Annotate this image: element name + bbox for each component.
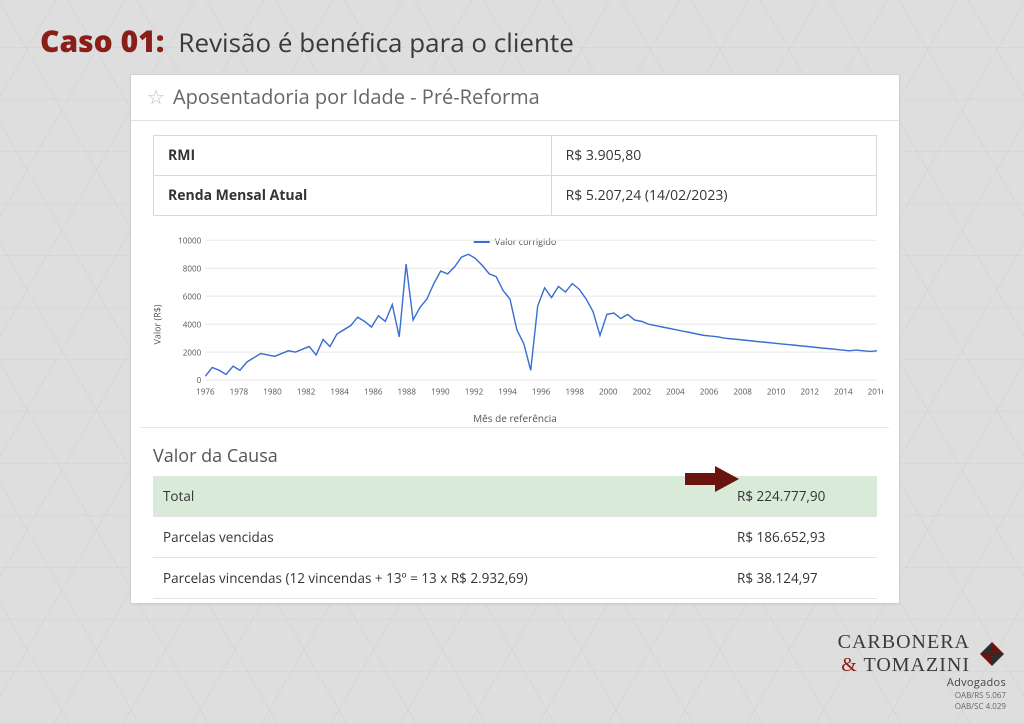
brand-line1a: CARBONERA [838,631,970,653]
svg-text:1978: 1978 [230,387,249,398]
chart-plot-area: 0 2000 4000 6000 8000 10000 1976 1978 1980 1982 19… [175,234,883,401]
slide: Caso 01: Revisão é benéfica para o clien… [0,0,1024,724]
valor-causa-table: TotalR$ 224.777,90Parcelas vencidasR$ 18… [153,476,877,599]
case-number-label: Caso 01: [40,20,164,61]
summary-row-value: R$ 3.905,80 [551,136,876,176]
summary-row-label: RMI [154,136,552,176]
summary-row: Renda Mensal AtualR$ 5.207,24 (14/02/202… [154,176,877,216]
svg-text:1992: 1992 [465,387,484,398]
svg-text:1996: 1996 [532,387,551,398]
chart-x-axis-label: Mês de referência [141,411,889,425]
svg-text:10000: 10000 [178,235,201,246]
svg-text:2008: 2008 [733,387,752,398]
brand-subtitle: Advogados [838,675,1006,690]
svg-text:2004: 2004 [666,387,685,398]
valor-causa-row-value: R$ 224.777,90 [727,476,877,517]
svg-text:1998: 1998 [565,387,584,398]
svg-text:2000: 2000 [183,347,202,358]
svg-text:1984: 1984 [330,387,349,398]
valor-causa-row-label: Total [153,476,727,517]
valor-causa-section: Valor da Causa TotalR$ 224.777,90Parcela… [131,428,899,599]
panel-title: Aposentadoria por Idade - Pré-Reforma [173,83,540,110]
brand-name: CARBONERA & TOMAZINI [838,631,1006,677]
brand-mark-icon [978,640,1006,668]
favorite-star-icon[interactable]: ☆ [147,87,165,107]
svg-text:1988: 1988 [398,387,417,398]
svg-text:6000: 6000 [183,291,202,302]
panel-header: ☆ Aposentadoria por Idade - Pré-Reforma [131,75,899,121]
svg-text:2002: 2002 [633,387,652,398]
svg-text:8000: 8000 [183,263,202,274]
details-panel: ☆ Aposentadoria por Idade - Pré-Reforma … [130,74,900,604]
valor-causa-heading: Valor da Causa [153,438,877,476]
brand-ampersand: & [841,654,858,676]
brand-line1b: TOMAZINI [858,654,970,676]
chart-y-axis-label: Valor (R$) [151,304,164,344]
valor-causa-row: Parcelas vincendas (12 vincendas + 13º =… [153,558,877,599]
svg-text:1994: 1994 [498,387,517,398]
brand-oab2: OAB/SC 4.029 [838,703,1006,712]
summary-row: RMIR$ 3.905,80 [154,136,877,176]
svg-text:2006: 2006 [700,387,719,398]
svg-text:4000: 4000 [183,319,202,330]
svg-text:2014: 2014 [834,387,853,398]
summary-table: RMIR$ 3.905,80Renda Mensal AtualR$ 5.207… [131,121,899,224]
title-row: Caso 01: Revisão é benéfica para o clien… [40,20,984,61]
svg-text:2000: 2000 [599,387,618,398]
case-title: Revisão é benéfica para o cliente [178,24,573,60]
svg-text:2016: 2016 [868,387,883,398]
summary-row-label: Renda Mensal Atual [154,176,552,216]
valor-causa-row-label: Parcelas vincendas (12 vincendas + 13º =… [153,558,727,599]
svg-text:1980: 1980 [263,387,282,398]
svg-text:1976: 1976 [196,387,215,398]
svg-text:0: 0 [197,375,202,386]
brand-logo: CARBONERA & TOMAZINI Advogados OAB/RS 5.… [838,631,1006,712]
svg-text:1982: 1982 [297,387,316,398]
svg-text:1986: 1986 [364,387,383,398]
svg-text:2010: 2010 [767,387,786,398]
valor-causa-row-label: Parcelas vencidas [153,517,727,558]
valor-causa-row-value: R$ 186.652,93 [727,517,877,558]
brand-oab1: OAB/RS 5.067 [838,692,1006,701]
svg-text:2012: 2012 [801,387,820,398]
summary-row-value: R$ 5.207,24 (14/02/2023) [551,176,876,216]
value-chart: Valor corrigido Valor (R$) 0200040006000… [141,228,889,428]
svg-text:1990: 1990 [431,387,450,398]
valor-causa-row: TotalR$ 224.777,90 [153,476,877,517]
valor-causa-row: Parcelas vencidasR$ 186.652,93 [153,517,877,558]
valor-causa-row-value: R$ 38.124,97 [727,558,877,599]
